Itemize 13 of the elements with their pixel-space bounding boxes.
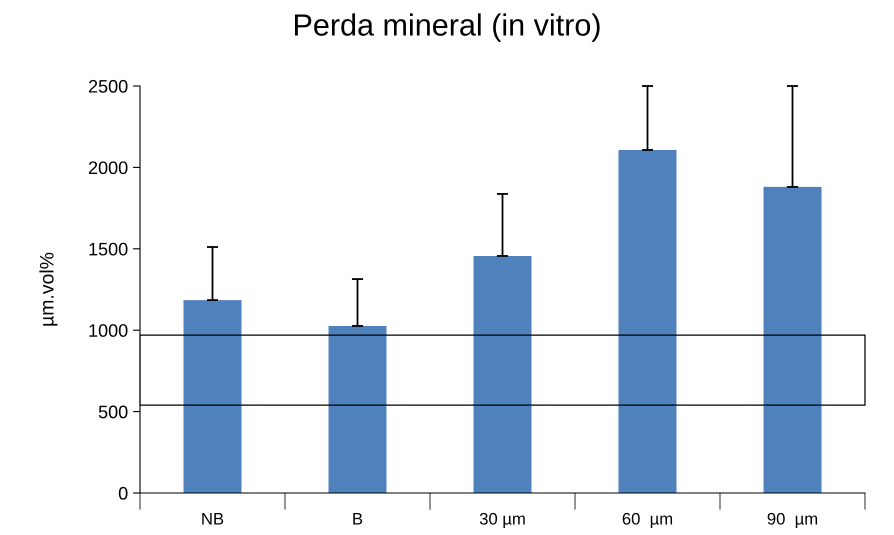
y-tick-label: 2500 [88, 80, 128, 93]
x-tick-label: 60 µm [622, 512, 672, 528]
y-tick-label: 500 [98, 406, 128, 418]
chart-title: Perda mineral (in vitro) [294, 13, 600, 42]
x-tick-label: 90 µm [768, 512, 818, 528]
x-tick-label: NB [202, 513, 224, 525]
y-tick-label: 1500 [89, 242, 128, 256]
y-tick-label: 1000 [89, 324, 128, 337]
y-axis-title: µm.vol% [39, 252, 58, 326]
x-tick-label: 30 µm [480, 512, 525, 528]
y-tick-label: 2000 [88, 161, 128, 174]
y-tick-label: 0 [118, 486, 128, 500]
x-tick-label: B [353, 513, 362, 525]
